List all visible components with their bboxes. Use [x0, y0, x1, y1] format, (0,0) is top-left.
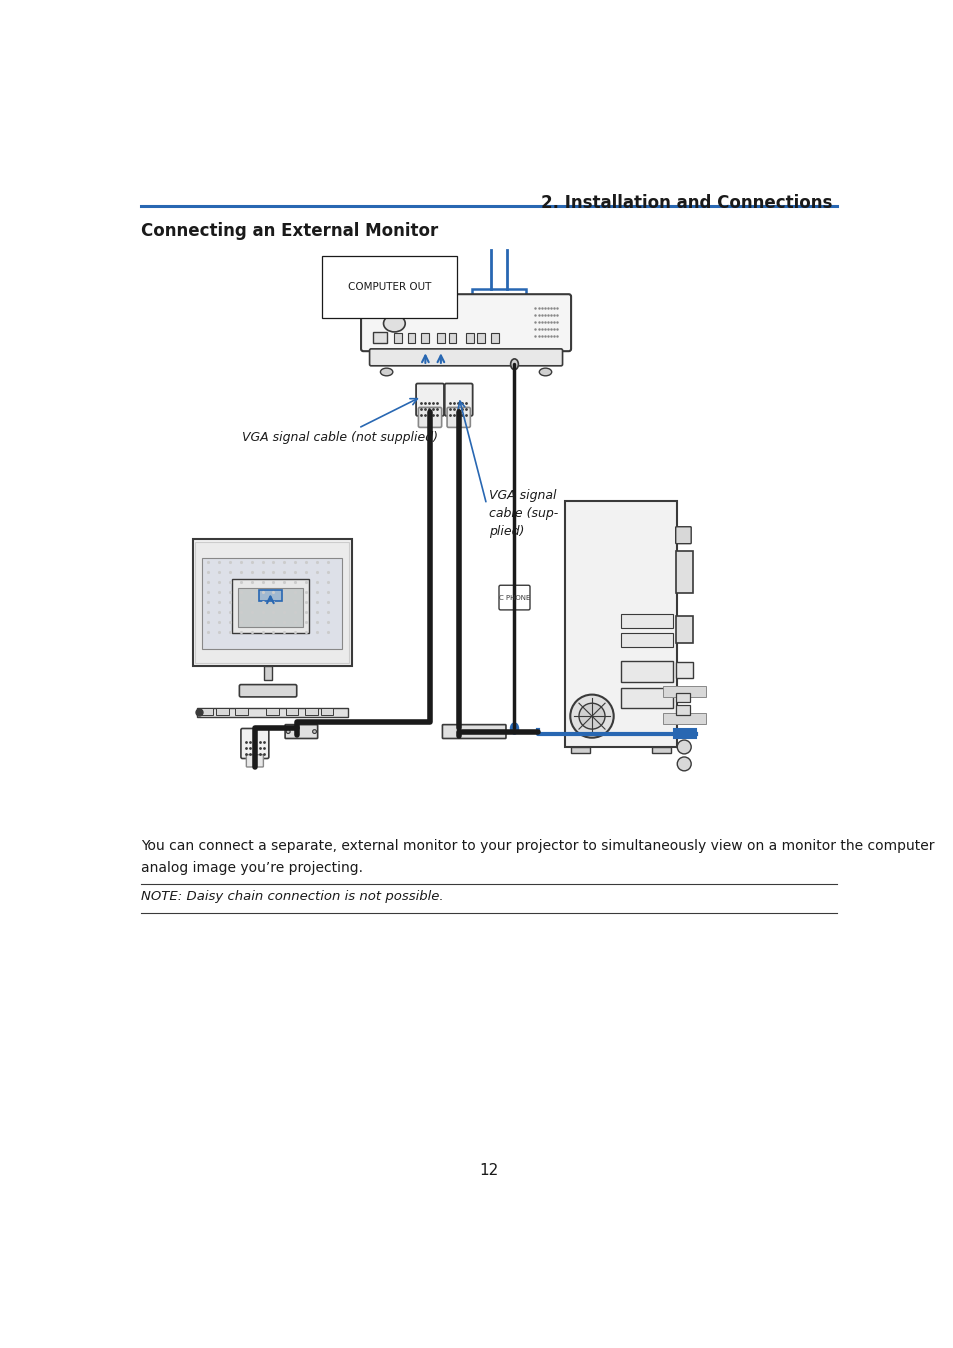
FancyBboxPatch shape	[675, 527, 691, 543]
Text: NOTE: Daisy chain connection is not possible.: NOTE: Daisy chain connection is not poss…	[141, 890, 443, 903]
FancyBboxPatch shape	[498, 585, 530, 609]
Bar	[652, 747, 670, 754]
Bar	[258, 590, 282, 601]
Bar	[476, 333, 484, 342]
Ellipse shape	[383, 315, 405, 332]
Bar	[193, 539, 352, 666]
FancyBboxPatch shape	[369, 349, 562, 365]
Bar	[200, 708, 213, 716]
FancyBboxPatch shape	[418, 407, 441, 427]
Bar	[448, 333, 456, 342]
FancyBboxPatch shape	[444, 384, 472, 417]
Bar	[202, 558, 342, 650]
Text: 2. Installation and Connections: 2. Installation and Connections	[540, 194, 831, 212]
Text: You can connect a separate, external monitor to your projector to simultaneously: You can connect a separate, external mon…	[141, 840, 934, 875]
Bar	[373, 332, 386, 342]
Bar	[675, 693, 689, 702]
FancyBboxPatch shape	[416, 384, 443, 417]
FancyBboxPatch shape	[246, 755, 263, 767]
Ellipse shape	[677, 740, 691, 754]
Bar	[266, 708, 278, 716]
FancyBboxPatch shape	[239, 685, 296, 697]
Ellipse shape	[286, 729, 290, 733]
Bar	[662, 686, 705, 697]
FancyBboxPatch shape	[442, 725, 505, 739]
Bar	[235, 708, 248, 716]
Bar	[237, 588, 303, 627]
Ellipse shape	[380, 368, 393, 376]
Ellipse shape	[510, 723, 517, 733]
Ellipse shape	[677, 758, 691, 771]
Bar	[421, 333, 429, 342]
FancyBboxPatch shape	[241, 728, 269, 759]
Bar	[466, 333, 474, 342]
Ellipse shape	[538, 368, 551, 376]
FancyBboxPatch shape	[360, 294, 571, 352]
Bar	[491, 333, 498, 342]
Text: Connecting an External Monitor: Connecting an External Monitor	[141, 222, 437, 240]
Bar	[662, 713, 705, 724]
Bar	[232, 580, 309, 634]
Bar	[620, 689, 672, 709]
Text: COMPUTER OUT: COMPUTER OUT	[348, 282, 431, 306]
Bar	[675, 550, 692, 593]
Bar	[564, 500, 677, 747]
Bar	[264, 666, 272, 679]
Bar	[407, 333, 415, 342]
Bar	[674, 729, 695, 739]
Ellipse shape	[570, 694, 613, 737]
Bar	[394, 333, 402, 342]
Ellipse shape	[578, 704, 604, 729]
Text: VGA signal cable (not supplied): VGA signal cable (not supplied)	[241, 399, 437, 443]
Bar	[620, 662, 672, 682]
Text: 12: 12	[478, 1163, 498, 1178]
FancyBboxPatch shape	[447, 407, 470, 427]
Text: C PHONE: C PHONE	[498, 594, 530, 601]
Bar	[195, 542, 349, 663]
Ellipse shape	[510, 359, 517, 369]
Bar	[196, 708, 348, 717]
Bar	[675, 616, 692, 643]
Ellipse shape	[313, 729, 316, 733]
Bar	[320, 708, 333, 716]
Bar	[472, 288, 525, 332]
Bar	[216, 708, 229, 716]
Bar	[436, 333, 444, 342]
Bar	[620, 634, 672, 647]
Bar	[675, 705, 689, 714]
Bar	[675, 662, 692, 678]
FancyBboxPatch shape	[285, 725, 317, 739]
Bar	[620, 613, 672, 628]
Bar	[286, 708, 298, 716]
Text: VGA signal
cable (sup-
plied): VGA signal cable (sup- plied)	[488, 489, 558, 538]
Bar	[571, 747, 589, 754]
Bar	[305, 708, 317, 716]
